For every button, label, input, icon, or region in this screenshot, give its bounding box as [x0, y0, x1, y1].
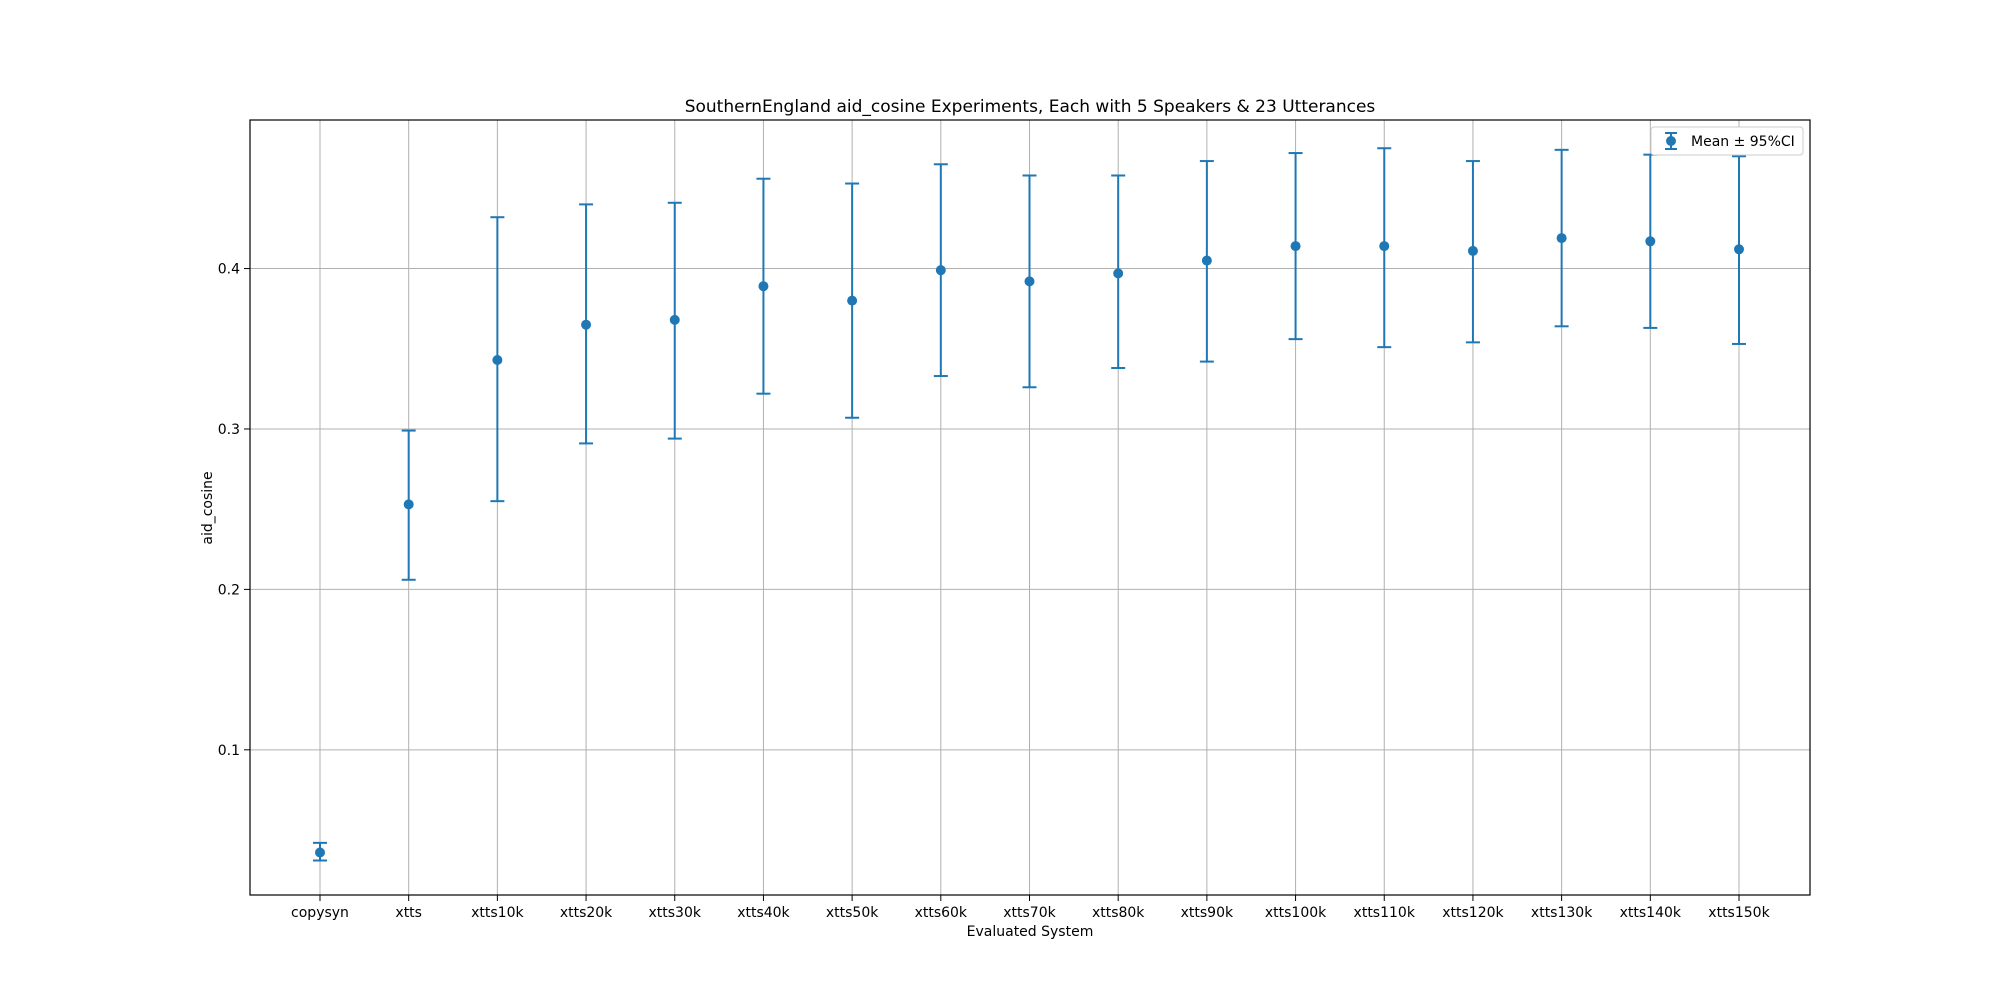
mean-point	[1379, 241, 1390, 252]
x-tick-label: xtts	[395, 905, 422, 921]
y-axis-label: aid_cosine	[200, 471, 216, 544]
mean-point	[403, 499, 414, 510]
x-tick-label: xtts90k	[1181, 905, 1234, 921]
x-tick-label: xtts50k	[826, 905, 879, 921]
legend-marker	[1666, 136, 1676, 146]
mean-point	[1113, 268, 1124, 279]
legend: Mean ± 95%CI	[1650, 126, 1804, 156]
mean-point	[669, 314, 680, 325]
mean-point	[847, 295, 858, 306]
y-tick-label: 0.1	[218, 743, 240, 759]
chart-title: SouthernEngland aid_cosine Experiments, …	[685, 97, 1376, 117]
mean-point	[1024, 276, 1035, 287]
mean-point	[492, 354, 503, 365]
mean-point	[1645, 236, 1656, 247]
mean-point	[1734, 244, 1744, 255]
x-tick-label: xtts70k	[1003, 905, 1056, 921]
x-tick-label: xtts80k	[1092, 905, 1145, 921]
mean-point	[1556, 233, 1567, 244]
x-axis-label: Evaluated System	[967, 924, 1094, 940]
data-marks	[313, 147, 1746, 862]
x-tick-label: xtts120k	[1442, 905, 1504, 921]
x-tick-label: xtts60k	[915, 905, 968, 921]
legend-label: Mean ± 95%CI	[1691, 134, 1795, 150]
x-tick-label: xtts110k	[1354, 905, 1416, 921]
axis-ticks: copysyn xtts xtts10k xtts20k xtts30k xtts40k x…	[218, 262, 1771, 921]
x-tick-label: xtts140k	[1620, 905, 1682, 921]
x-tick-label: xtts100k	[1265, 905, 1327, 921]
y-tick-label: 0.3	[218, 422, 240, 438]
x-tick-label: xtts30k	[649, 905, 702, 921]
x-tick-label: copysyn	[291, 905, 349, 921]
mean-point	[581, 319, 592, 330]
y-tick-label: 0.2	[218, 582, 240, 598]
mean-point	[935, 265, 946, 276]
mean-point	[1290, 241, 1301, 252]
x-tick-label: xtts40k	[737, 905, 790, 921]
mean-point	[758, 281, 769, 292]
x-tick-label: xtts10k	[471, 905, 524, 921]
mean-point	[1467, 245, 1478, 256]
mean-point	[315, 847, 325, 858]
x-tick-label: xtts150k	[1708, 905, 1770, 921]
y-tick-label: 0.4	[218, 262, 240, 278]
x-tick-label: xtts20k	[560, 905, 613, 921]
x-tick-label: xtts130k	[1531, 905, 1593, 921]
mean-point	[1201, 255, 1212, 266]
legend-box	[1650, 126, 1804, 156]
